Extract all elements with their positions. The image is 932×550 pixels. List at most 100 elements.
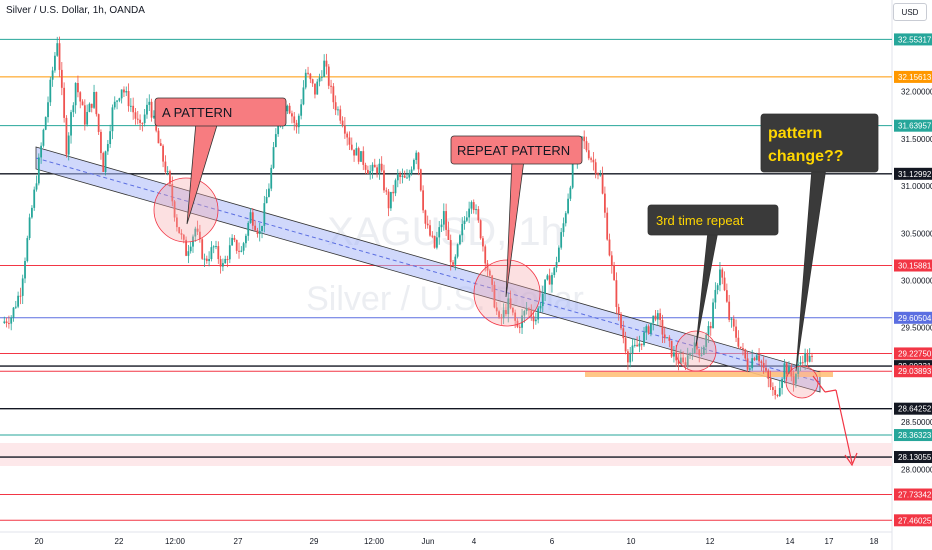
x-tick-4: 29 — [310, 537, 319, 546]
candle-body — [486, 263, 489, 271]
candle-body — [569, 187, 572, 199]
level-label-9: 28.64252 — [898, 405, 932, 414]
x-tick-10: 12 — [706, 537, 715, 546]
candle-body — [21, 278, 24, 296]
candle-body — [171, 184, 174, 202]
level-label-bg-13 — [894, 514, 932, 527]
candle-body — [60, 69, 63, 88]
candle-body — [394, 180, 397, 194]
candle-body — [316, 81, 319, 95]
candle-body — [785, 363, 788, 374]
level-label-6: 29.22750 — [898, 349, 932, 358]
candle-body — [180, 233, 183, 235]
candle-body — [143, 114, 146, 124]
candle-body — [111, 107, 114, 132]
pattern-circle-2[interactable] — [473, 259, 541, 327]
candle-body — [35, 183, 38, 190]
candle-body — [380, 163, 383, 171]
candle-body — [185, 239, 187, 256]
candle-body — [732, 318, 735, 327]
candle-body — [208, 259, 211, 262]
y-tick-6: 28.50000 — [901, 418, 932, 427]
candle-body — [65, 117, 68, 155]
callout-pattern-change[interactable]: pattern change?? — [760, 113, 879, 372]
candle-body — [67, 135, 70, 155]
candle-body — [737, 337, 740, 347]
channel-midline — [35, 157, 821, 383]
candle-body — [141, 122, 144, 124]
candle-body — [769, 378, 772, 388]
level-label-4: 30.15881 — [898, 262, 932, 271]
candle-body — [129, 105, 132, 107]
callout-pattern-change-line1: pattern — [768, 125, 822, 142]
level-label-bg-10 — [894, 429, 932, 442]
candle-body — [93, 92, 95, 108]
candle-body — [314, 83, 316, 95]
candle-body — [47, 102, 49, 118]
candle-body — [203, 258, 206, 260]
callout-third-repeat[interactable]: 3rd time repeat — [647, 204, 779, 347]
y-axis-ticks: 32.00000 31.50000 31.00000 30.50000 30.00000… — [901, 88, 932, 475]
candle-body — [320, 76, 323, 78]
callout-a-pattern[interactable]: A PATTERN — [154, 97, 287, 225]
candle-body — [719, 269, 721, 286]
x-tick-5: 12:00 — [364, 537, 385, 546]
candle-body — [463, 220, 466, 225]
candle-body — [801, 362, 804, 364]
candle-body — [8, 323, 10, 325]
candle-body — [219, 259, 222, 267]
candle-body — [498, 311, 500, 318]
candle-body — [682, 357, 685, 363]
currency-selector[interactable]: USD — [893, 3, 927, 21]
candle-body — [472, 202, 475, 210]
candle-body — [751, 358, 754, 369]
candle-body — [666, 337, 668, 339]
callout-third-repeat-text: 3rd time repeat — [656, 213, 744, 228]
candle-body — [235, 239, 238, 251]
candle-body — [376, 167, 378, 174]
candle-body — [771, 387, 774, 390]
candle-body — [702, 346, 705, 355]
candle-body — [691, 353, 694, 355]
candle-body — [268, 188, 270, 197]
candle-body — [10, 317, 13, 324]
candle-body — [507, 298, 510, 315]
candle-body — [242, 243, 245, 251]
candle-body — [544, 279, 546, 294]
candle-body — [436, 237, 438, 248]
candle-body — [261, 225, 263, 232]
candle-body — [231, 237, 234, 246]
candle-body — [585, 141, 588, 151]
candle-body — [493, 284, 496, 308]
pattern-circle-1[interactable] — [153, 177, 219, 243]
candle-body — [86, 111, 89, 125]
candle-body — [295, 122, 298, 128]
support-zone — [0, 443, 892, 466]
x-tick-2: 12:00 — [165, 537, 186, 546]
candle-body — [88, 103, 91, 112]
candle-body — [307, 72, 309, 74]
callout-repeat-pattern[interactable]: REPEAT PATTERN — [450, 135, 583, 298]
candle-body — [383, 170, 385, 191]
candle-body — [24, 261, 26, 279]
candle-body — [263, 203, 266, 226]
candle-body — [373, 164, 376, 168]
pattern-circle-3[interactable] — [675, 330, 717, 372]
candle-body — [797, 364, 800, 374]
level-label-bg-1 — [894, 70, 932, 83]
level-label-bg-6 — [894, 347, 932, 360]
candle-body — [670, 340, 673, 357]
level-label-bg-11 — [894, 451, 932, 464]
candle-body — [468, 208, 471, 218]
pattern-circle-4[interactable] — [785, 365, 819, 399]
candle-body — [479, 220, 482, 239]
candle-body — [265, 196, 268, 204]
candle-body — [601, 174, 604, 194]
level-label-bg-9 — [894, 402, 932, 415]
candle-body — [217, 246, 220, 260]
candle-body — [392, 191, 395, 194]
candle-body — [118, 98, 121, 101]
candle-body — [309, 73, 312, 80]
level-label-1: 32.15613 — [898, 73, 932, 82]
